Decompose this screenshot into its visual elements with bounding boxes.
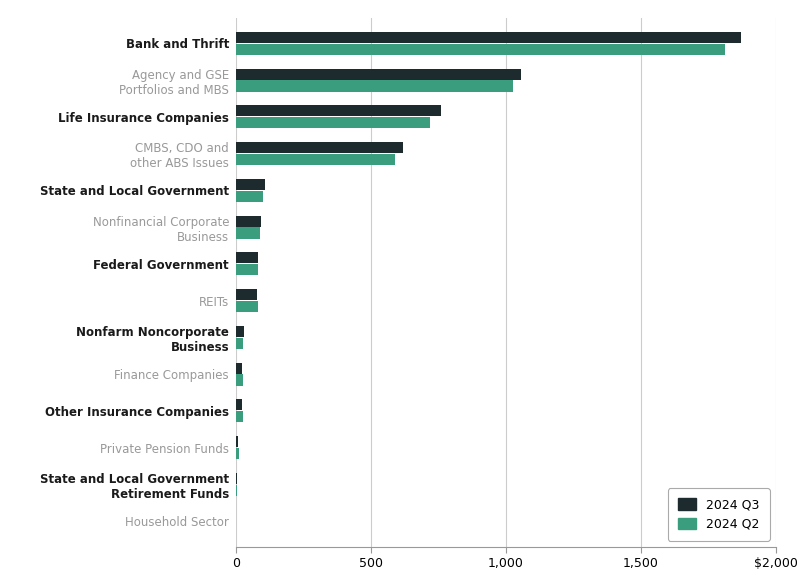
Bar [236, 32, 741, 43]
Bar [236, 191, 263, 202]
Bar [236, 179, 265, 190]
Bar [236, 375, 243, 386]
Bar [236, 301, 258, 312]
Bar [236, 105, 442, 116]
Bar [236, 485, 238, 496]
Bar [236, 338, 243, 349]
Bar [236, 448, 239, 459]
Bar [236, 264, 258, 275]
Bar [236, 326, 243, 337]
Bar [236, 252, 258, 263]
Bar [236, 44, 725, 55]
Bar [236, 154, 395, 165]
Bar [236, 69, 521, 80]
Text: ($ in billions): ($ in billions) [690, 505, 770, 517]
Bar [236, 411, 243, 422]
Bar [236, 228, 260, 239]
Legend: 2024 Q3, 2024 Q2: 2024 Q3, 2024 Q2 [668, 489, 770, 540]
Bar [236, 216, 261, 227]
Bar [236, 81, 513, 92]
Bar [236, 436, 238, 447]
Bar [236, 399, 242, 410]
Bar [236, 289, 257, 300]
Bar [236, 363, 242, 374]
Bar [236, 117, 430, 128]
Bar [236, 142, 403, 153]
